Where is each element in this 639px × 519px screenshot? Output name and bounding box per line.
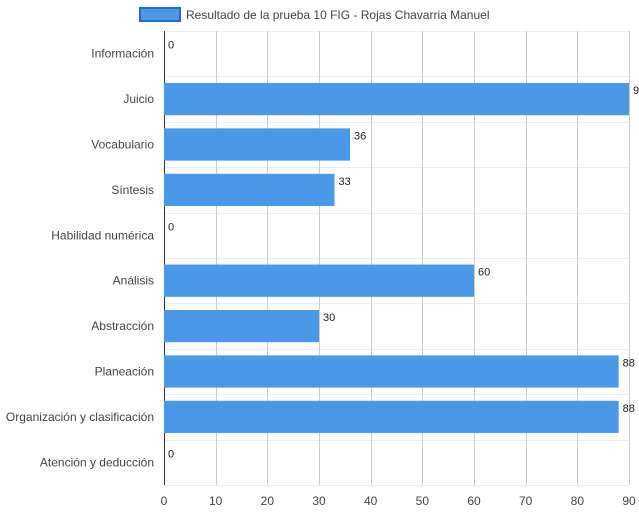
bars bbox=[164, 82, 629, 434]
x-tick-label: 30 bbox=[312, 494, 326, 508]
category-label: Abstracción bbox=[91, 319, 154, 333]
bar-value-label: 0 bbox=[168, 448, 174, 460]
bar[interactable] bbox=[164, 82, 629, 116]
bar-value-label: 88 bbox=[623, 358, 635, 370]
bar-value-label: 33 bbox=[339, 176, 351, 188]
bar-value-label: 0 bbox=[168, 221, 174, 233]
legend[interactable]: Resultado de la prueba 10 FIG - Rojas Ch… bbox=[139, 7, 490, 22]
bar[interactable] bbox=[164, 173, 335, 207]
category-label: Organización y clasificación bbox=[6, 410, 154, 424]
bar[interactable] bbox=[164, 355, 619, 388]
bar-value-label: 90 bbox=[633, 85, 639, 97]
bar[interactable] bbox=[164, 400, 619, 434]
bar-value-label: 88 bbox=[623, 403, 635, 415]
category-label: Atención y deducción bbox=[40, 455, 154, 469]
category-label: Análisis bbox=[113, 274, 154, 288]
x-tick-label: 60 bbox=[467, 494, 481, 508]
x-tick-label: 70 bbox=[519, 494, 533, 508]
value-labels: 0 90 36 33 0 60 30 88 88 0 bbox=[168, 40, 639, 461]
bar-value-label: 0 bbox=[168, 40, 174, 52]
x-tick-label: 80 bbox=[571, 494, 585, 508]
category-label: Planeación bbox=[95, 365, 154, 379]
category-label: Vocabulario bbox=[91, 138, 154, 152]
x-tick-label: 40 bbox=[364, 494, 378, 508]
bar-value-label: 30 bbox=[323, 312, 335, 324]
legend-label: Resultado de la prueba 10 FIG - Rojas Ch… bbox=[186, 8, 490, 22]
bar-value-label: 60 bbox=[478, 267, 490, 279]
x-tick-label: 50 bbox=[416, 494, 430, 508]
bar-value-label: 36 bbox=[354, 131, 366, 143]
x-tick-label: 20 bbox=[261, 494, 275, 508]
category-label: Habilidad numérica bbox=[51, 228, 154, 242]
bar[interactable] bbox=[164, 128, 350, 161]
bar[interactable] bbox=[164, 309, 319, 343]
category-label: Información bbox=[91, 47, 154, 61]
bar[interactable] bbox=[164, 264, 474, 297]
x-tick-label: 0 bbox=[161, 494, 168, 508]
legend-swatch bbox=[139, 7, 181, 22]
x-axis-tick-labels: 0 10 20 30 40 50 60 70 80 90 bbox=[161, 494, 636, 508]
category-label: Juicio bbox=[123, 92, 154, 106]
x-tick-label: 90 bbox=[622, 494, 636, 508]
x-tick-label: 10 bbox=[209, 494, 223, 508]
category-label: Síntesis bbox=[111, 183, 154, 197]
category-axis-labels: Información Juicio Vocabulario Síntesis Habi… bbox=[6, 47, 154, 470]
